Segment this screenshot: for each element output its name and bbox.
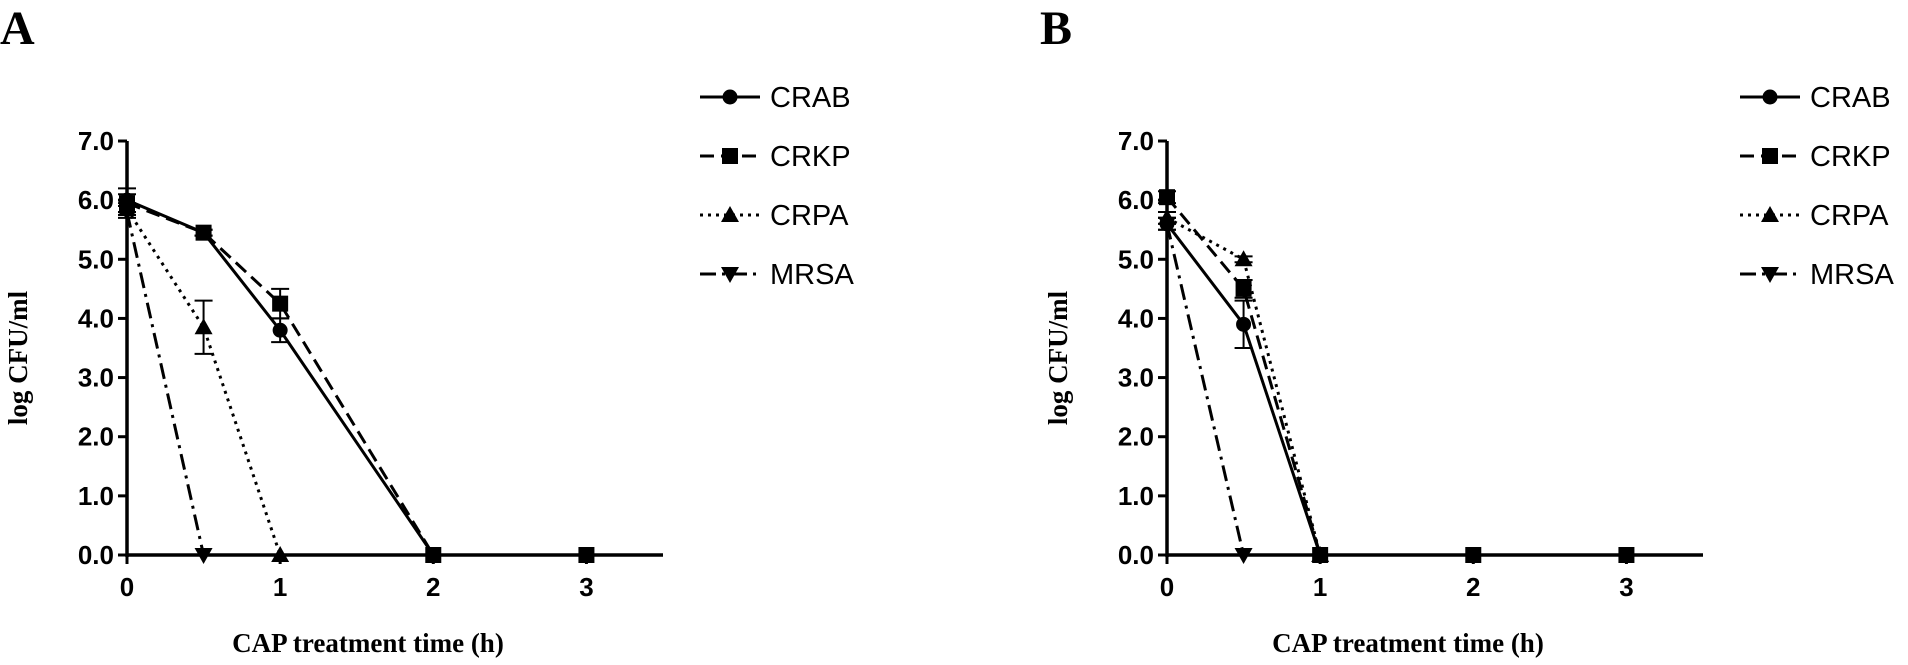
data-point [195,224,212,241]
series-crpa [118,200,290,562]
y-tick-label: 2.0 [1118,422,1154,452]
y-tick-label: 5.0 [1118,244,1154,274]
y-tick-label: 1.0 [1118,481,1154,511]
panel-label-a: A [0,2,35,55]
y-tick-label: 3.0 [1118,363,1154,393]
y-tick-label: 4.0 [78,303,114,333]
panel-b: B 0.0 1.0 2.0 3.0 4.0 5.0 6.0 7.0 0 1 2 3 CAP treatm… [1040,2,1894,658]
data-point [1618,547,1635,563]
data-point [194,318,213,335]
data-point [1235,280,1252,297]
series-line [126,201,587,557]
legend-marker [1762,148,1778,164]
data-point [1465,547,1482,563]
legend-item-mrsa: MRSA [700,259,854,291]
legend-label: CRAB [770,82,851,114]
series-line [1165,223,1246,556]
panel-a: A 0.0 1.0 2.0 3.0 4.0 5.0 6.0 7.0 0 1 2 3 CAP treatm… [0,2,854,658]
series-line [125,208,282,556]
series-crkp [118,193,595,563]
x-tick-label: 3 [579,572,593,602]
legend-item-crpa: CRPA [700,200,849,232]
series-line [125,211,206,556]
legend-label: CRAB [1810,82,1891,114]
legend-item-crkp: CRKP [1740,141,1891,173]
data-point [272,295,289,312]
series-mrsa [118,204,213,564]
y-tick-label: 1.0 [78,481,114,511]
legend-marker [722,89,738,105]
x-tick-label: 3 [1619,572,1633,602]
legend-label: CRPA [770,200,849,232]
legend-item-crpa: CRPA [1740,200,1889,232]
series-crab [118,187,594,563]
x-tick-label: 0 [1160,572,1174,602]
series-mrsa [1158,216,1253,564]
series-crkp [1158,189,1635,563]
y-tick-label: 6.0 [1118,185,1154,215]
y-tick-label: 6.0 [78,185,114,215]
y-tick-label: 7.0 [78,126,114,156]
series-line [1165,222,1322,556]
x-axis-title: CAP treatment time (h) [232,628,504,658]
legend-marker [1762,89,1778,105]
legend-marker [1761,267,1779,283]
data-point [1159,189,1175,206]
data-point [1311,546,1330,562]
data-point [118,204,136,221]
y-tick-label: 4.0 [1118,303,1154,333]
data-point [1236,316,1252,332]
legend-label: CRPA [1810,200,1889,232]
series-line [1166,216,1322,556]
legend-marker [1761,206,1779,222]
y-axis-title: log CFU/ml [1043,290,1073,425]
y-tick-label: 3.0 [78,363,114,393]
data-point [272,322,288,338]
data-point [194,548,213,564]
legend-label: MRSA [770,259,854,291]
y-axis-title: log CFU/ml [3,290,33,425]
x-axis-title: CAP treatment time (h) [1272,628,1544,658]
y-tick-label: 0.0 [1118,540,1154,570]
legend-marker [721,206,739,222]
data-point [1234,548,1253,564]
series-line [126,198,587,557]
data-point [271,546,290,562]
legend-marker [722,148,738,164]
panel-label-b: B [1040,2,1072,55]
x-tick-label: 1 [1313,572,1327,602]
legend-label: CRKP [1810,141,1891,173]
x-tick-label: 1 [273,572,287,602]
legend-item-crab: CRAB [1740,82,1891,114]
x-tick-label: 0 [120,572,134,602]
data-point [425,547,442,563]
data-point [578,547,595,563]
y-tick-label: 2.0 [78,422,114,452]
legend-label: MRSA [1810,259,1894,291]
y-tick-label: 7.0 [1118,126,1154,156]
series-line [1165,196,1627,557]
legend-item-mrsa: MRSA [1740,259,1894,291]
x-tick-label: 2 [1466,572,1480,602]
y-tick-label: 0.0 [78,540,114,570]
legend-label: CRKP [770,141,851,173]
legend-item-crkp: CRKP [700,141,851,173]
legend-item-crab: CRAB [700,82,851,114]
data-point [1158,216,1176,233]
series-crab [1158,216,1328,563]
data-point [1234,250,1253,267]
legend-marker [721,267,739,283]
y-tick-label: 5.0 [78,244,114,274]
x-tick-label: 2 [426,572,440,602]
